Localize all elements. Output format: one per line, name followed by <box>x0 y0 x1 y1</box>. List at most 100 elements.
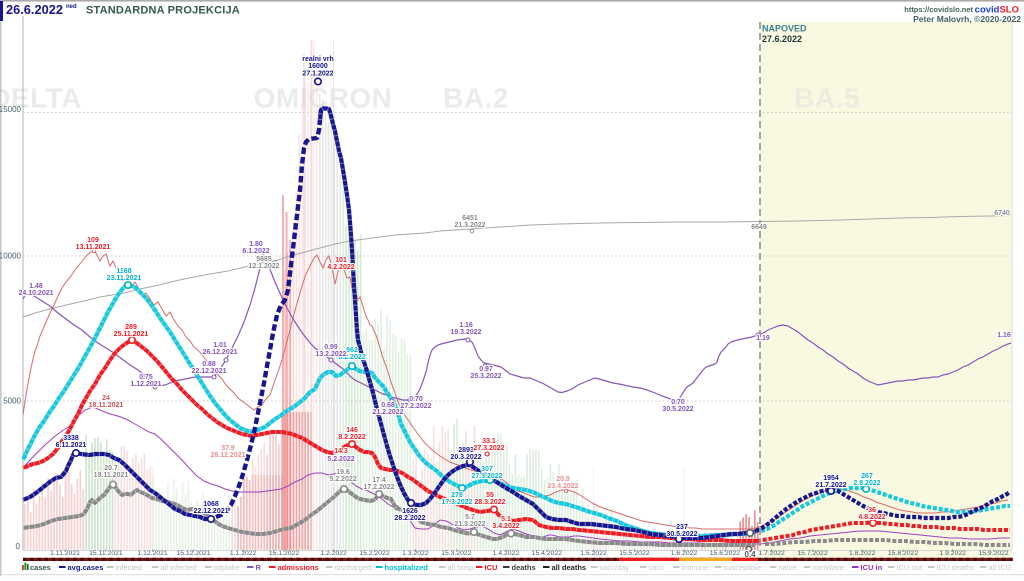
svg-text:15.4.2022: 15.4.2022 <box>532 550 562 557</box>
svg-text:0.68: 0.68 <box>381 402 395 409</box>
svg-text:15.9.2022: 15.9.2022 <box>978 550 1008 557</box>
svg-text:24.10.2021: 24.10.2021 <box>18 290 53 297</box>
svg-text:27.6.2022: 27.6.2022 <box>762 34 802 44</box>
svg-text:307: 307 <box>481 466 493 473</box>
svg-text:0.88: 0.88 <box>202 361 216 368</box>
svg-text:ICU deaths: ICU deaths <box>937 563 975 572</box>
svg-text:ICU out: ICU out <box>897 563 923 572</box>
svg-text:15000: 15000 <box>0 105 22 114</box>
svg-text:immune: immune <box>682 563 709 572</box>
svg-text:25.11.2021: 25.11.2021 <box>114 331 149 338</box>
svg-text:naive: naive <box>779 563 797 572</box>
svg-text:27.3.2022: 27.3.2022 <box>471 473 502 480</box>
svg-text:237: 237 <box>676 524 688 531</box>
svg-text:5.1: 5.1 <box>501 516 511 523</box>
svg-text:1.6.2022: 1.6.2022 <box>671 550 698 557</box>
svg-text:24: 24 <box>102 395 110 402</box>
svg-text:2.8.2022: 2.8.2022 <box>853 480 880 487</box>
svg-text:1.16: 1.16 <box>997 332 1011 339</box>
svg-text:0.75: 0.75 <box>139 374 153 381</box>
svg-text:R: R <box>256 563 262 572</box>
svg-text:ICU: ICU <box>485 563 498 572</box>
svg-text:10000: 10000 <box>0 252 22 261</box>
svg-text:15.5.2022: 15.5.2022 <box>619 550 649 557</box>
svg-text:27.1.2022: 27.1.2022 <box>302 70 333 77</box>
svg-text:odplake: odplake <box>214 563 240 572</box>
svg-text:25.3.2022: 25.3.2022 <box>470 373 501 380</box>
svg-text:30.5.2022: 30.5.2022 <box>666 531 697 538</box>
svg-text:ned: ned <box>66 4 77 10</box>
svg-text:cases: cases <box>30 563 51 572</box>
svg-text:1.19: 1.19 <box>756 335 770 342</box>
svg-text:1.12.2021: 1.12.2021 <box>130 381 161 388</box>
svg-text:23.11.2021: 23.11.2021 <box>107 275 142 282</box>
svg-text:all deaths: all deaths <box>552 563 587 572</box>
svg-text:16000: 16000 <box>308 63 328 70</box>
svg-text:862: 862 <box>346 347 358 354</box>
svg-text:1.16: 1.16 <box>459 322 473 329</box>
svg-text:0.99: 0.99 <box>324 344 338 351</box>
svg-text:1068: 1068 <box>203 501 219 508</box>
svg-text:15.11.2021: 15.11.2021 <box>89 550 123 557</box>
svg-text:covidSLO: covidSLO <box>975 5 1019 16</box>
svg-text:20.7: 20.7 <box>104 465 118 472</box>
svg-text:2893: 2893 <box>458 447 474 454</box>
svg-text:15.8.2022: 15.8.2022 <box>888 550 918 557</box>
svg-text:36: 36 <box>868 507 876 514</box>
svg-text:21.3.2022: 21.3.2022 <box>454 222 485 229</box>
svg-text:5000: 5000 <box>3 397 21 406</box>
svg-text:15.7.2022: 15.7.2022 <box>797 550 827 557</box>
svg-text:1.8.2022: 1.8.2022 <box>849 550 876 557</box>
svg-text:6.1.2022: 6.1.2022 <box>242 248 269 255</box>
svg-text:28.2.2022: 28.2.2022 <box>394 515 425 522</box>
svg-text:20.3.2022: 20.3.2022 <box>450 454 481 461</box>
svg-text:1626: 1626 <box>402 508 418 515</box>
svg-text:5.2.2022: 5.2.2022 <box>329 476 356 483</box>
svg-text:1.5.2022: 1.5.2022 <box>580 550 607 557</box>
svg-text:14.3: 14.3 <box>334 448 348 455</box>
svg-text:23.4.2022: 23.4.2022 <box>547 483 578 490</box>
svg-text:21.3.2022: 21.3.2022 <box>454 521 485 528</box>
svg-text:6.11.2021: 6.11.2021 <box>56 442 87 449</box>
svg-text:6740: 6740 <box>994 210 1010 217</box>
svg-text:discharged: discharged <box>335 563 372 572</box>
svg-text:15.6.2022: 15.6.2022 <box>710 550 740 557</box>
svg-text:1.01: 1.01 <box>213 342 227 349</box>
svg-text:12.1.2022: 12.1.2022 <box>248 263 279 270</box>
svg-text:17.3.2022: 17.3.2022 <box>441 499 472 506</box>
svg-text:101: 101 <box>335 257 347 264</box>
svg-text:BA.5: BA.5 <box>794 83 860 114</box>
svg-text:21.7.2022: 21.7.2022 <box>815 482 846 489</box>
svg-text:5.2.2022: 5.2.2022 <box>327 456 354 463</box>
svg-text:289: 289 <box>125 324 137 331</box>
svg-text:8.2.2022: 8.2.2022 <box>338 434 365 441</box>
svg-text:22.12.2021: 22.12.2021 <box>191 368 226 375</box>
svg-text:19.11.2021: 19.11.2021 <box>94 472 129 479</box>
svg-text:278: 278 <box>451 492 463 499</box>
svg-text:27.2.2022: 27.2.2022 <box>400 403 431 410</box>
svg-text:vacc: vacc <box>649 563 665 572</box>
svg-text:15.2.2022: 15.2.2022 <box>359 550 389 557</box>
svg-text:37.9: 37.9 <box>221 445 235 452</box>
svg-text:all infected: all infected <box>161 563 197 572</box>
svg-text:13.11.2021: 13.11.2021 <box>76 244 111 251</box>
svg-text:DELTA: DELTA <box>0 83 82 114</box>
svg-text:55: 55 <box>486 492 494 499</box>
svg-text:1.2.2022: 1.2.2022 <box>320 550 347 557</box>
svg-text:267: 267 <box>861 473 873 480</box>
svg-text:8.2.2022: 8.2.2022 <box>338 354 365 361</box>
svg-text:1.12.2021: 1.12.2021 <box>137 550 167 557</box>
svg-text:hospitalized: hospitalized <box>385 563 429 572</box>
svg-text:NAPOVED: NAPOVED <box>762 24 807 34</box>
svg-text:deaths: deaths <box>512 563 536 572</box>
svg-text:ICU in: ICU in <box>861 563 883 572</box>
svg-text:susceptible: susceptible <box>724 563 762 572</box>
svg-text:17.4: 17.4 <box>372 477 386 484</box>
svg-text:15.1.2022: 15.1.2022 <box>269 550 299 557</box>
svg-text:BA.2: BA.2 <box>443 83 509 114</box>
svg-text:0: 0 <box>16 542 21 551</box>
svg-text:28.12.2021: 28.12.2021 <box>210 452 245 459</box>
svg-text:109: 109 <box>87 237 99 244</box>
svg-text:5.7: 5.7 <box>465 514 475 521</box>
svg-text:146: 146 <box>346 427 358 434</box>
